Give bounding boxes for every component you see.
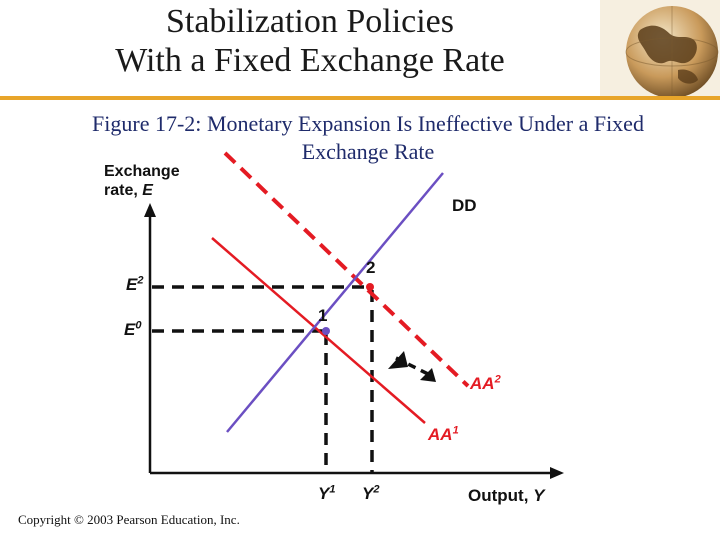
- caption-text-line-2: Exchange Rate: [301, 139, 435, 164]
- y-axis-label-line-1: Exchange: [104, 163, 180, 180]
- aa2-curve: [223, 151, 470, 388]
- shift-arrow-head: [388, 351, 408, 369]
- title-divider: [0, 96, 720, 100]
- slide-title: Stabilization Policies With a Fixed Exch…: [60, 2, 560, 80]
- figure-caption: Figure 17-2: Monetary Expansion Is Ineff…: [48, 110, 688, 166]
- point-2-marker: [366, 283, 374, 291]
- y-axis-label: Exchange rate, E: [104, 162, 180, 200]
- x-axis-label: Output, Y: [468, 486, 545, 505]
- aa2-label: AA2: [470, 373, 501, 393]
- y-axis-symbol: E: [142, 182, 153, 199]
- aa1-label: AA1: [428, 424, 459, 444]
- dd-label: DD: [452, 196, 477, 215]
- aa1-curve: [211, 237, 426, 424]
- caption-text-line-1: Monetary Expansion Is Ineffective Under …: [201, 111, 644, 136]
- point-2-label: 2: [366, 258, 376, 277]
- y1-label: Y1: [318, 483, 336, 503]
- caption-number: Figure 17-2:: [92, 111, 202, 136]
- point-1-label: 1: [318, 306, 328, 325]
- dd-curve-line: [226, 172, 444, 433]
- title-line-1: Stabilization Policies: [165, 3, 455, 40]
- shift-arrow-tail-head: [420, 368, 436, 382]
- y2-label: Y2: [362, 483, 380, 503]
- y-axis-arrowhead: [144, 203, 156, 217]
- x-axis-arrowhead: [550, 467, 564, 479]
- title-line-2: With a Fixed Exchange Rate: [115, 42, 505, 79]
- e2-label: E2: [126, 274, 144, 294]
- globe-image: [600, 0, 720, 96]
- point-1-marker: [322, 327, 330, 335]
- y-axis-label-line-2: rate,: [104, 182, 143, 199]
- e0-label: E0: [124, 319, 142, 339]
- copyright-notice: Copyright © 2003 Pearson Education, Inc.: [18, 512, 240, 527]
